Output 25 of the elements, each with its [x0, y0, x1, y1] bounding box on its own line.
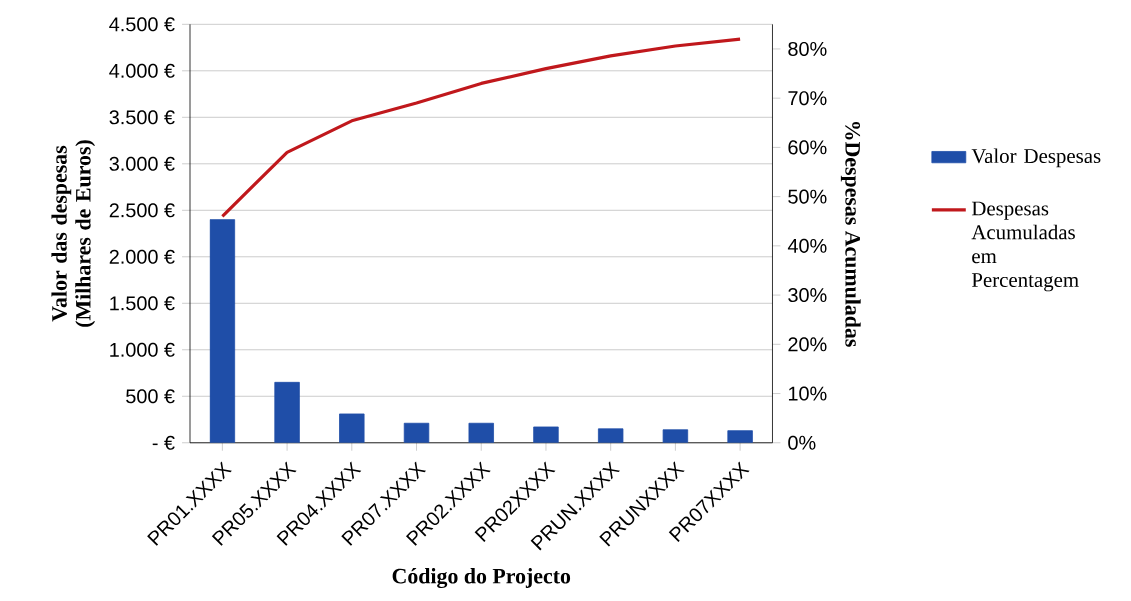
- x-axis-title: Código do Projecto: [392, 568, 571, 589]
- y2-tick-label: 10%: [788, 386, 827, 401]
- y-tick-label: 3.500 €: [109, 110, 175, 125]
- y-tick-label: 2.500 €: [109, 203, 175, 218]
- y2-tick-label: 50%: [788, 189, 827, 204]
- y-tick-label: - €: [152, 435, 175, 450]
- y2-tick-label: 30%: [788, 288, 827, 303]
- y-tick-label: 2.000 €: [109, 249, 175, 264]
- y2-tick-label: 0%: [788, 435, 816, 450]
- y2-tick-label: 20%: [788, 337, 827, 352]
- y2-tick-label: 80%: [788, 41, 827, 56]
- y2-tick-label: 40%: [787, 238, 827, 253]
- y2-tick-label: 70%: [788, 91, 827, 106]
- legend-label: Despesas Acumuladas em Percentagem: [971, 201, 1079, 292]
- y-tick-label: 1.000 €: [110, 342, 175, 357]
- y-tick-label: 500 €: [126, 389, 175, 404]
- y-tick-label: 3.000 €: [109, 156, 175, 171]
- y2-tick-label: 60%: [788, 140, 827, 155]
- y-tick-label: 4.500 €: [109, 17, 175, 32]
- y-tick-label: 1.500 €: [110, 296, 175, 311]
- legend-label: Valor Despesas: [971, 148, 1101, 168]
- y2-axis-title: %Despesas Acumuladas: [840, 121, 861, 347]
- y-tick-label: 4.000 €: [109, 63, 175, 78]
- line-series: [220, 37, 742, 218]
- y-axis-title: Valor das despesas (Milhares de Euros): [51, 140, 96, 327]
